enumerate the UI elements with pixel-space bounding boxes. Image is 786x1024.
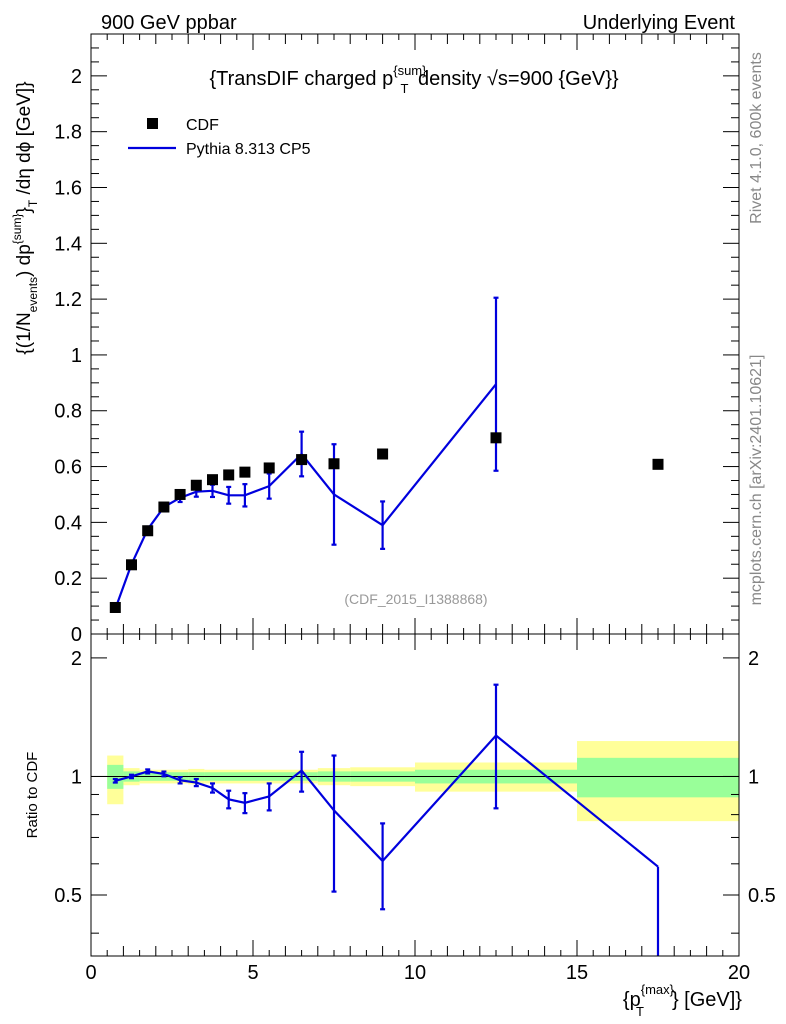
legend-cdf-marker	[147, 118, 158, 129]
cdf-point	[328, 458, 340, 470]
cdf-point	[296, 454, 308, 466]
xlabel-sup: {max}	[641, 982, 675, 997]
ratio-ylabel: Ratio to CDF	[24, 752, 41, 839]
cdf-point	[207, 474, 218, 486]
ratio-ytick-label-right: 0.5	[748, 885, 776, 907]
main-title: {TransDIF charged p{sum} T density √s=900…	[209, 63, 618, 96]
ratio-band-inner	[577, 757, 739, 798]
ylabel-b-sup: {sum}	[10, 214, 24, 245]
cdf-point	[142, 525, 154, 537]
ylabel-a-sub: events	[26, 277, 40, 312]
main-ytick-label: 1.4	[54, 233, 82, 255]
cdf-point	[109, 601, 121, 613]
title-sub: T	[400, 81, 408, 96]
ratio-panel: 0.5 0.5 1 1 2 2 0 5 10 15 20 Ratio to CDF {p{max}…	[24, 633, 776, 1019]
main-ytick-label: 1	[71, 345, 82, 367]
main-ytick-label: 2	[71, 66, 82, 88]
main-ytick-label: 0.4	[54, 512, 82, 534]
title-sup: {sum}	[393, 63, 427, 78]
ratio-line	[115, 734, 659, 868]
cdf-point	[377, 448, 389, 460]
main-ytick-label: 1.6	[54, 177, 82, 199]
ratio-frame	[90, 633, 740, 957]
cdf-point	[158, 501, 170, 513]
legend: CDF Pythia 8.313 CP5	[128, 117, 311, 158]
main-ytick-label: 0.2	[54, 568, 82, 590]
cdf-point	[490, 432, 502, 444]
cdf-point	[263, 462, 275, 474]
ratio-xtick-labels: 0 5 10 15 20	[85, 962, 750, 984]
ylabel-b: ) dp	[14, 244, 35, 277]
ylabel-d: /dη dϕ [GeV]}	[14, 81, 35, 199]
cdf-series	[109, 432, 664, 613]
main-ytick-label: 1.2	[54, 289, 82, 311]
ratio-ytick-labels: 0.5 0.5 1 1 2 2	[54, 648, 776, 907]
rivet-label: Rivet 4.1.0, 600k events	[748, 52, 765, 224]
cdf-point	[652, 458, 664, 470]
ratio-ytick-label-right: 1	[748, 766, 759, 788]
ratio-xtick-label: 20	[728, 962, 750, 984]
ratio-ytick-label-left: 1	[71, 766, 82, 788]
ratio-xtick-label: 10	[404, 962, 426, 984]
main-ytick-labels: 0 0.2 0.4 0.6 0.8 1 1.2 1.4 1.6 1.8 2	[54, 66, 82, 646]
ratio-series	[112, 683, 660, 956]
header-right: Underlying Event	[583, 12, 736, 34]
ratio-ytick-label-left: 0.5	[54, 885, 82, 907]
ratio-ytick-label-left: 2	[71, 648, 82, 670]
ratio-ytick-label-right: 2	[748, 648, 759, 670]
cdf-point	[190, 479, 202, 491]
main-ytick-label: 1.8	[54, 122, 82, 144]
mcplots-label: mcplots.cern.ch [arXiv:2401.10621]	[748, 355, 765, 606]
main-ticks	[90, 33, 740, 635]
main-ylabel: {(1/Nevents) dp{sum}}T /dη dϕ [GeV]}	[10, 81, 40, 354]
legend-cdf-label: CDF	[186, 117, 219, 134]
ratio-xlabel: {p{max} T } [GeV]}	[623, 982, 742, 1019]
legend-pythia-label: Pythia 8.313 CP5	[186, 141, 311, 158]
ratio-xtick-label: 0	[85, 962, 96, 984]
title-pre: {TransDIF charged p	[209, 68, 393, 90]
pythia-series	[112, 296, 499, 612]
xlabel-sub: T	[636, 1004, 644, 1019]
xlabel-post: } [GeV]}	[672, 989, 742, 1011]
title-post: density √s=900 {GeV}}	[412, 68, 618, 90]
pythia-line	[114, 383, 497, 610]
ratio-xtick-label: 15	[566, 962, 588, 984]
ylabel-c: }	[14, 207, 35, 213]
main-ytick-label: 0.6	[54, 457, 82, 479]
ylabel-a: {(1/N	[14, 312, 35, 354]
ratio-xtick-label: 5	[247, 962, 258, 984]
ylabel-c-sub: T	[26, 199, 40, 207]
cdf-point	[126, 559, 137, 571]
cdf-point	[223, 469, 235, 481]
header-left: 900 GeV ppbar	[101, 12, 237, 34]
main-ytick-label: 0	[71, 624, 82, 646]
xlabel-pre: {p	[623, 989, 641, 1011]
cdf-point	[239, 466, 251, 478]
main-ytick-label: 0.8	[54, 401, 82, 423]
cdf-point	[174, 488, 186, 500]
ratio-bands	[107, 741, 739, 822]
analysis-watermark: (CDF_2015_I1388868)	[344, 591, 487, 607]
main-panel: 0 0.2 0.4 0.6 0.8 1 1.2 1.4 1.6 1.8 2 {TransDIF ch…	[10, 33, 740, 646]
